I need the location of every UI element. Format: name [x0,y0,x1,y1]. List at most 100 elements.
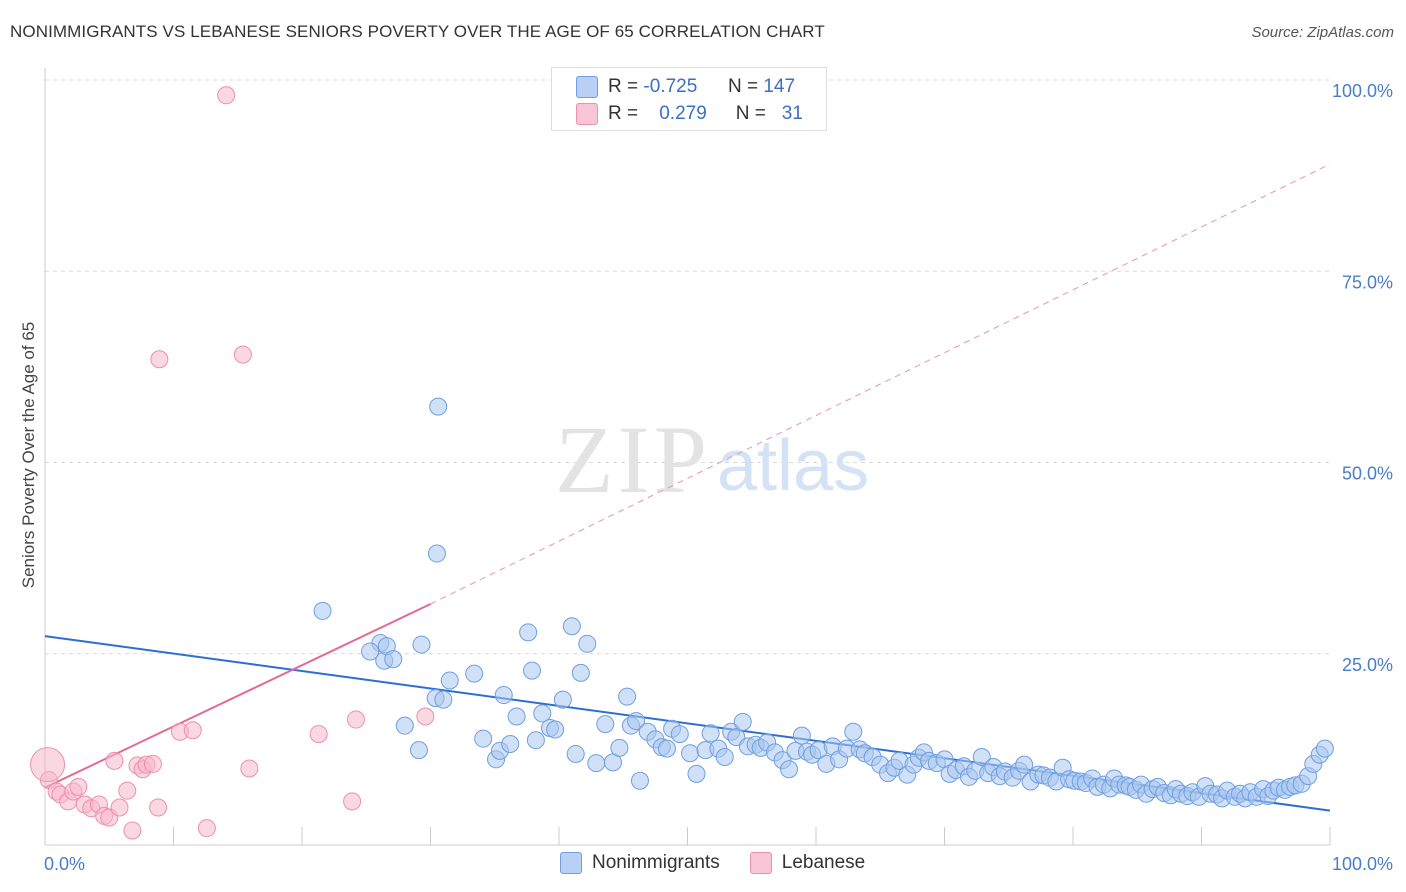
legend-r-value: -0.725 [643,76,698,97]
lebanese-point [118,781,137,800]
nonimmigrants-point [1015,755,1034,774]
nonimmigrants-point [630,771,649,790]
nonimmigrants-point [429,397,448,416]
y-tick-label: 25.0% [1342,655,1393,675]
y-tick-label: 100.0% [1332,81,1393,101]
y-tick-labels: 25.0% 50.0% 75.0% 100.0% [1332,81,1393,675]
nonimmigrants-point [501,735,520,754]
lebanese-point [416,707,435,726]
source-label: Source: ZipAtlas.com [1251,24,1394,41]
lebanese-point [69,777,88,796]
lebanese-trend-line [44,603,431,789]
legend-row-lebanese: R = 0.279 N = 31 [576,103,803,125]
nonimmigrants-point [618,687,637,706]
lebanese-point [346,710,365,729]
nonimmigrants-point [427,544,446,563]
nonimmigrants-point [701,724,720,743]
lebanese-point-large [30,747,66,783]
nonimmigrants-point [657,739,676,758]
lebanese-point [217,86,236,105]
nonimmigrants-point [384,650,403,669]
watermark-zip: ZIP [555,406,711,513]
grid-lines [45,79,1330,655]
legend-r-value: 0.279 [659,103,707,124]
correlation-legend: R = -0.725 N = 147 R = 0.279 N = 31 [551,67,827,131]
watermark-atlas: atlas [717,426,869,506]
legend-r-label: R = [608,76,639,97]
lebanese-point [105,751,124,770]
y-tick-label: 50.0% [1342,464,1393,484]
legend-swatch-blue [560,852,582,874]
nonimmigrants-point [571,663,590,682]
legend-label-lebanese: Lebanese [781,852,866,873]
nonimmigrants-point [1315,739,1334,758]
nonimmigrants-point [566,744,585,763]
nonimmigrants-point [687,764,706,783]
legend-item-nonimmigrants[interactable]: Nonimmigrants [560,852,720,874]
nonimmigrants-point [681,744,700,763]
nonimmigrants-point [361,642,380,661]
x-tick-labels: 0.0% 100.0% [44,854,1393,874]
lebanese-point [110,798,129,817]
nonimmigrants-point [972,748,991,767]
nonimmigrants-point [780,760,799,779]
axes [44,68,1331,846]
bottom-legend: Nonimmigrants Lebanese [560,852,895,874]
nonimmigrants-point [395,716,414,735]
legend-label-nonimmigrants: Nonimmigrants [592,852,720,873]
lebanese-point [149,798,168,817]
nonimmigrants-point [627,712,646,731]
nonimmigrants-point [670,725,689,744]
nonimmigrants-point [553,690,572,709]
y-axis-label: Seniors Poverty Over the Age of 65 [19,322,38,588]
lebanese-point [197,819,216,838]
nonimmigrants-point [412,635,431,654]
nonimmigrants-point [844,722,863,741]
nonimmigrants-point [733,712,752,731]
x-tick-label: 0.0% [44,854,85,874]
nonimmigrants-point [562,617,581,636]
legend-swatch-pink [576,103,598,125]
nonimmigrants-point [596,715,615,734]
nonimmigrants-point [474,729,493,748]
nonimmigrants-point [409,741,428,760]
nonimmigrants-points [313,397,1334,808]
nonimmigrants-point [792,726,811,745]
nonimmigrants-point [546,720,565,739]
legend-r-label: R = [608,103,639,124]
nonimmigrants-point [526,731,545,750]
lebanese-point [240,759,259,778]
nonimmigrants-point [523,661,542,680]
watermark: ZIP atlas [555,406,869,513]
lebanese-point [233,345,252,364]
y-tick-label: 75.0% [1342,272,1393,292]
lebanese-point [123,821,142,840]
nonimmigrants-point [610,738,629,757]
lebanese-point [143,754,162,773]
lebanese-point [309,725,328,744]
chart-title: NONIMMIGRANTS VS LEBANESE SENIORS POVERT… [10,22,825,41]
legend-row-nonimmigrants: R = -0.725 N = 147 [576,76,795,98]
legend-n-value: 31 [781,103,803,124]
nonimmigrants-point [313,601,332,620]
lebanese-trend-extension [430,163,1331,605]
nonimmigrants-point [507,707,526,726]
legend-swatch-blue [576,76,598,98]
nonimmigrants-point [578,634,597,653]
legend-swatch-pink [749,852,772,874]
lebanese-points [30,86,435,840]
nonimmigrants-point [587,754,606,773]
nonimmigrants-point [494,686,513,705]
nonimmigrants-point [519,623,538,642]
lebanese-point [183,721,202,740]
nonimmigrants-point [533,704,552,723]
x-tick-label: 100.0% [1332,854,1393,874]
legend-n-value: 147 [763,76,796,97]
legend-n-label: N = [727,76,759,97]
nonimmigrants-point [465,664,484,683]
legend-n-label: N = [735,103,766,124]
legend-item-lebanese[interactable]: Lebanese [749,852,866,874]
lebanese-point [343,792,362,811]
nonimmigrants-point [715,748,734,767]
